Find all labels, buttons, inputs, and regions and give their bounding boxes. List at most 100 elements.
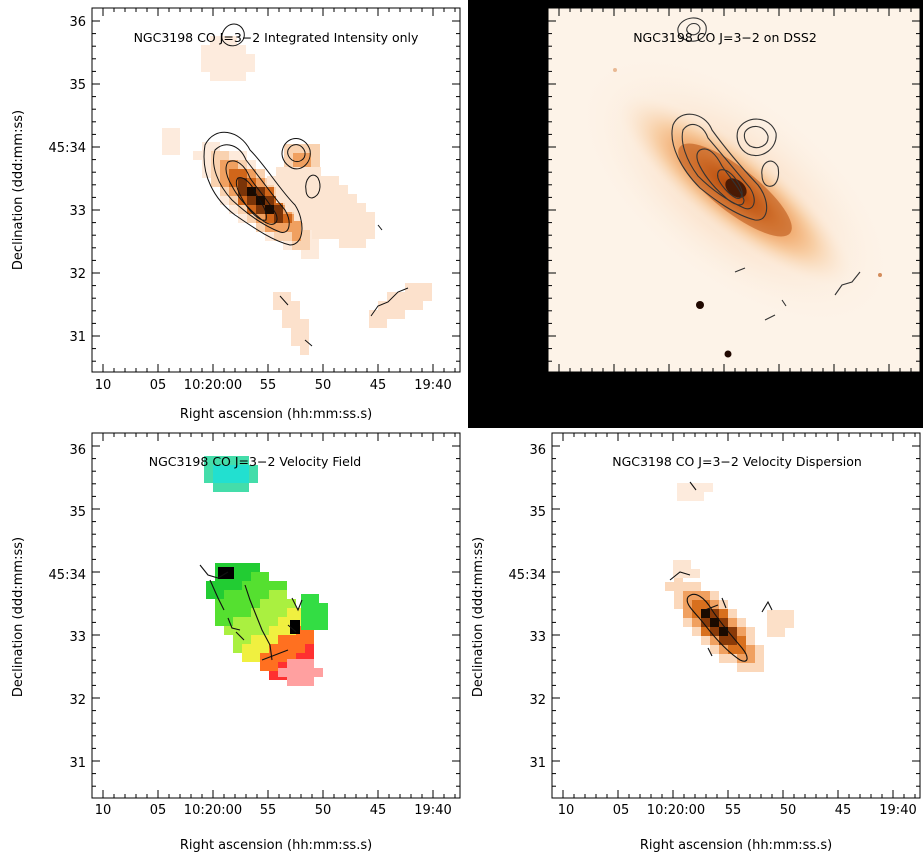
intensity-pixel — [276, 176, 285, 185]
intensity-pixel — [378, 310, 387, 319]
x-tick-label: 45 — [835, 803, 852, 818]
dispersion-pixel — [682, 560, 691, 569]
dispersion-pixel — [746, 645, 755, 654]
velocity-pixel — [305, 677, 314, 686]
velocity-pixel — [215, 590, 224, 599]
y-tick-label: 31 — [69, 330, 86, 345]
intensity-pixel — [267, 176, 276, 185]
intensity-pixel — [273, 301, 282, 310]
intensity-pixel — [237, 45, 246, 54]
intensity-pixel — [300, 328, 309, 337]
y-tick-label: 35 — [69, 505, 86, 520]
intensity-pixel — [238, 187, 247, 196]
intensity-pixel — [369, 310, 378, 319]
y-tick-label: 35 — [69, 78, 86, 93]
intensity-pixel — [339, 185, 348, 194]
velocity-pixel — [222, 456, 231, 465]
dispersion-pixel — [701, 609, 710, 618]
velocity-pixel — [233, 635, 242, 644]
velocity-pixel — [213, 456, 222, 465]
panel-velocity-field: NGC3198 CO J=3−2 Velocity Field 10 05 10… — [11, 432, 461, 853]
dispersion-pixel — [755, 645, 764, 654]
intensity-pixel — [310, 250, 319, 259]
dispersion-pixel — [776, 610, 785, 619]
intensity-pixel — [414, 292, 423, 301]
intensity-pixel — [396, 301, 405, 310]
intensity-pixel — [228, 54, 237, 63]
velocity-pixel — [319, 621, 328, 630]
intensity-pixel — [210, 54, 219, 63]
intensity-pixel — [246, 54, 255, 63]
velocity-pixel — [224, 626, 233, 635]
intensity-pixel — [396, 292, 405, 301]
intensity-pixel — [276, 167, 285, 176]
x-tick-labels: 10 05 10:20:00 55 50 45 19:40 — [558, 803, 917, 818]
dispersion-pixel — [719, 600, 728, 609]
intensity-pixel — [282, 292, 291, 301]
intensity-pixel — [247, 169, 256, 178]
velocity-pixel — [278, 662, 287, 671]
velocity-pixel — [249, 474, 258, 483]
intensity-pixel — [357, 239, 366, 248]
intensity-pixel — [291, 310, 300, 319]
velocity-pixel — [260, 599, 269, 608]
velocity-pixel — [215, 599, 224, 608]
x-tick-label: 05 — [150, 803, 167, 818]
velocity-pixel — [233, 608, 242, 617]
intensity-pixel — [238, 214, 247, 223]
velocity-pixel — [278, 590, 287, 599]
dispersion-pixel — [728, 627, 737, 636]
dispersion-pixel — [692, 609, 701, 618]
intensity-pixel — [237, 54, 246, 63]
velocity-pixel — [242, 644, 251, 653]
intensity-pixel — [339, 230, 348, 239]
dispersion-pixel — [719, 645, 728, 654]
intensity-pixel — [285, 185, 294, 194]
intensity-pixel — [348, 239, 357, 248]
dispersion-pixel — [746, 636, 755, 645]
dispersion-pixel — [719, 618, 728, 627]
velocity-pixel — [269, 671, 278, 680]
intensity-pixel — [330, 212, 339, 221]
intensity-pixel — [423, 292, 432, 301]
y-tick-labels: 36 35 45:34 33 32 31 — [509, 443, 546, 771]
intensity-pixel — [229, 196, 238, 205]
dispersion-pixel — [767, 619, 776, 628]
velocity-pixel — [242, 626, 251, 635]
intensity-pixel — [312, 212, 321, 221]
velocity-pixel — [305, 668, 314, 677]
velocity-contours — [199, 564, 303, 661]
velocity-pixel — [206, 590, 215, 599]
intensity-pixel — [201, 54, 210, 63]
velocity-pixel — [305, 653, 314, 662]
intensity-pixel — [202, 151, 211, 160]
intensity-pixel — [303, 185, 312, 194]
intensity-pixel — [211, 178, 220, 187]
intensity-pixel — [256, 223, 265, 232]
velocity-pixel — [224, 599, 233, 608]
intensity-pixel — [294, 176, 303, 185]
intensity-pixel — [211, 160, 220, 169]
intensity-pixel — [414, 301, 423, 310]
x-tick-label: 19:40 — [414, 378, 451, 393]
intensity-pixel — [303, 194, 312, 203]
intensity-pixel — [201, 45, 210, 54]
velocity-pixel — [260, 644, 269, 653]
dispersion-contours — [669, 481, 773, 662]
dispersion-pixel — [728, 618, 737, 627]
velocity-pixel — [296, 617, 305, 626]
intensity-pixel — [321, 185, 330, 194]
velocity-pixel — [269, 617, 278, 626]
dispersion-pixel — [674, 582, 683, 591]
intensity-pixel — [171, 128, 180, 137]
panel-title: NGC3198 CO J=3−2 Velocity Field — [149, 454, 361, 469]
intensity-pixel — [228, 72, 237, 81]
intensity-pixel — [220, 160, 229, 169]
dispersion-pixel — [710, 618, 719, 627]
velocity-pixel — [296, 644, 305, 653]
intensity-pixel — [292, 232, 301, 241]
velocity-pixel — [305, 635, 314, 644]
velocity-pixel — [278, 653, 287, 662]
velocity-pixel — [287, 608, 296, 617]
intensity-pixel — [348, 203, 357, 212]
